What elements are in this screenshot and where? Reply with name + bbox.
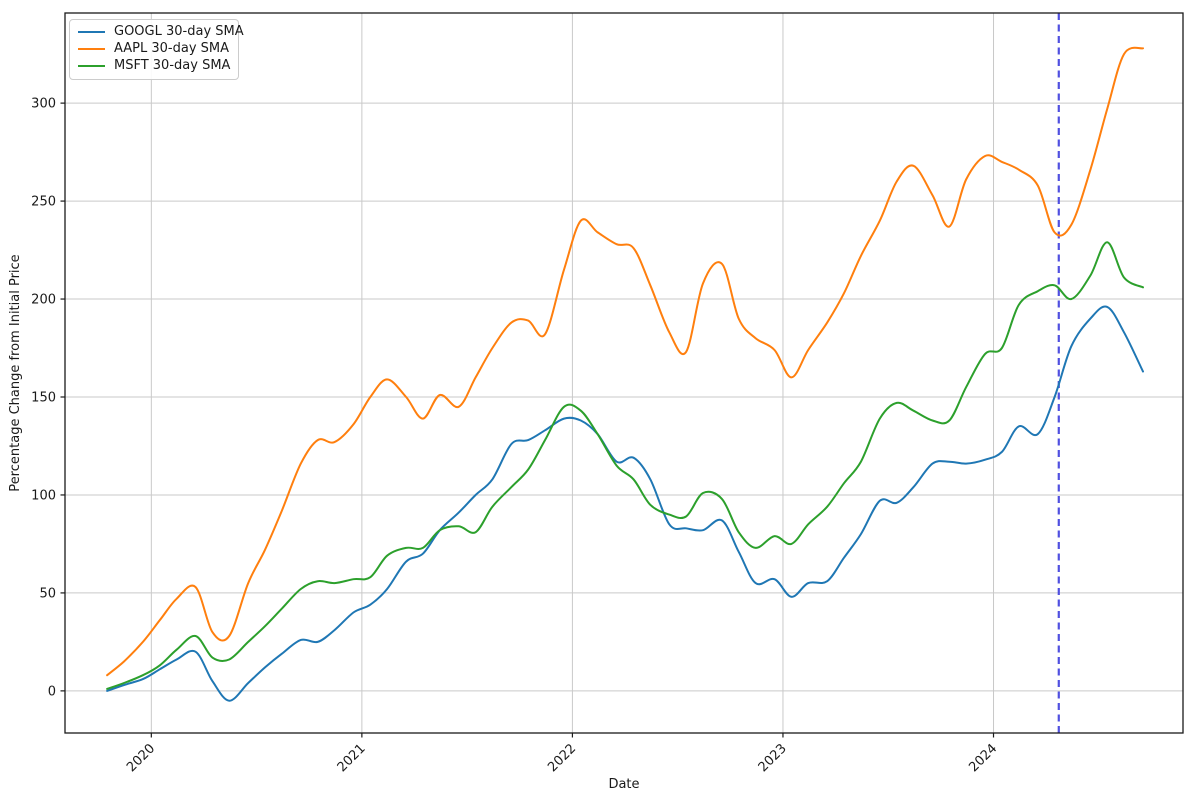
x-tick-label: 2020 [124,741,158,775]
x-tick-label: 2021 [335,741,369,775]
y-tick-label: 100 [31,488,56,503]
legend-line-swatch-googl [78,31,105,33]
legend-label: GOOGL 30-day SMA [114,24,244,39]
y-tick-label: 250 [31,195,56,210]
x-tick-label: 2023 [756,741,790,775]
x-tick-label: 2024 [966,741,1000,775]
y-tick-label: 150 [31,391,56,406]
legend-item: GOOGL 30-day SMA [78,25,244,39]
x-axis-label: Date [608,777,639,792]
legend-item: MSFT 30-day SMA [78,59,230,73]
legend-item: AAPL 30-day SMA [78,42,230,56]
series-line-googl [106,305,1144,702]
y-tick-label: 50 [39,586,56,601]
y-axis-label: Percentage Change from Initial Price [8,254,23,491]
legend-label: MSFT 30-day SMA [114,58,231,73]
y-tick-label: 200 [31,293,56,308]
legend-line-swatch-msft [78,65,105,67]
y-tick-label: 0 [48,684,56,699]
legend: GOOGL 30-day SMA AAPL 30-day SMA MSFT 30… [69,19,244,80]
x-tick-label: 2022 [545,741,579,775]
legend-line-swatch-aapl [78,48,105,50]
series-line-aapl [106,46,1144,677]
plot-border [64,12,1184,734]
y-tick-label: 300 [31,97,56,112]
legend-label: AAPL 30-day SMA [114,41,230,56]
series-line-msft [106,241,1144,690]
